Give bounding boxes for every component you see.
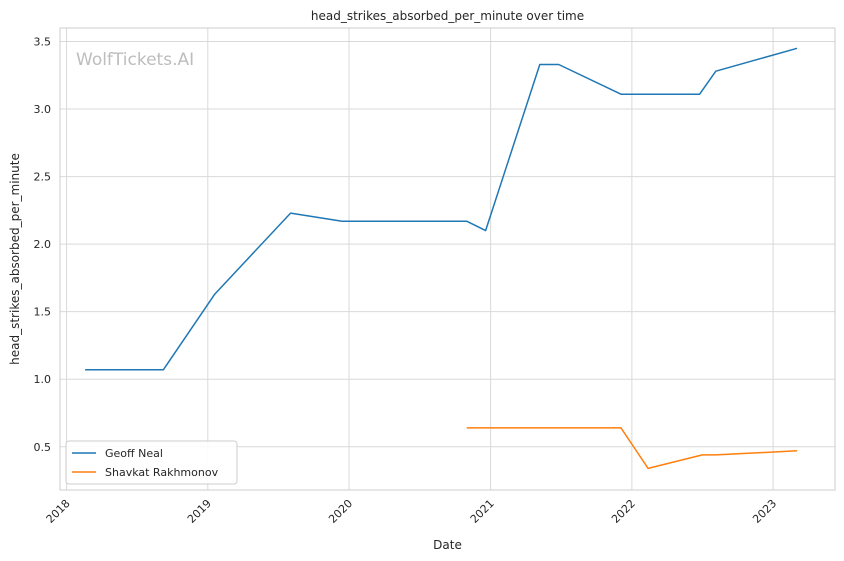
legend-label: Geoff Neal (105, 447, 163, 460)
y-tick-label: 1.5 (34, 306, 52, 319)
plot-area-frame (59, 27, 836, 491)
y-tick-label: 3.5 (34, 36, 52, 49)
watermark-text: WolfTickets.AI (76, 50, 194, 70)
x-tick-labels: 2018 2019 2020 2021 2022 2023 (44, 497, 780, 526)
grid (60, 28, 835, 490)
series-line-shavkat-rakhmonov (466, 427, 798, 470)
legend-box (65, 440, 238, 485)
legend-label: Shavkat Rakhmonov (105, 466, 219, 479)
y-tick-label: 2.5 (34, 171, 52, 184)
x-tick-label: 2018 (44, 497, 73, 526)
chart-title: head_strikes_absorbed_per_minute over ti… (311, 9, 584, 23)
x-tick-label: 2020 (326, 497, 355, 526)
y-tick-label: 3.0 (34, 103, 52, 116)
y-tick-label: 2.0 (34, 238, 52, 251)
x-axis-title: Date (433, 538, 462, 552)
y-axis-title: head_strikes_absorbed_per_minute (8, 153, 22, 365)
series-line-geoff-neal (85, 47, 798, 371)
y-tick-label: 1.0 (34, 373, 52, 386)
y-tick-label: 0.5 (34, 441, 52, 454)
x-tick-label: 2021 (468, 497, 497, 526)
series-lines (85, 47, 798, 470)
legend: Geoff Neal Shavkat Rakhmonov (65, 440, 238, 485)
x-tick-label: 2023 (750, 497, 779, 526)
x-tick-label: 2019 (185, 497, 214, 526)
y-tick-labels: 0.5 1.0 1.5 2.0 2.5 3.0 3.5 (34, 36, 52, 454)
x-tick-label: 2022 (609, 497, 638, 526)
